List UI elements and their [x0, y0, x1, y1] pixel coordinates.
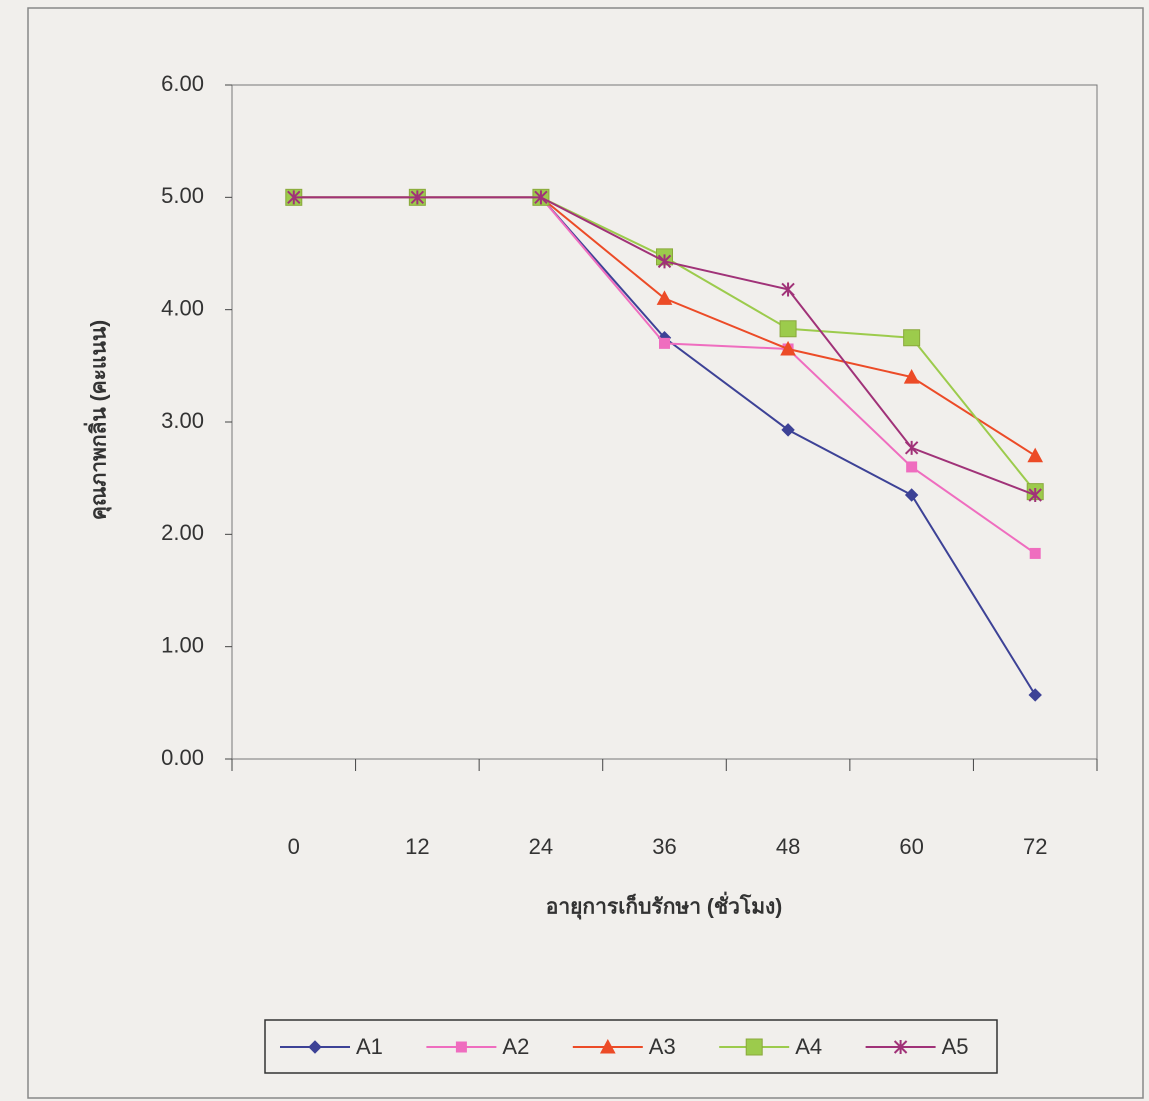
x-axis-label: อายุการเก็บรักษา (ชั่วโมง): [546, 891, 783, 921]
y-tick-label: 1.00: [161, 632, 204, 657]
y-tick-label: 6.00: [161, 71, 204, 96]
legend-label: A4: [795, 1034, 822, 1059]
legend-label: A3: [649, 1034, 676, 1059]
chart: คุณภาพกลิ่น (คะแนน) อายุการเก็บรักษา (ชั…: [0, 0, 1149, 1101]
y-tick-label: 0.00: [161, 745, 204, 770]
x-tick-label: 24: [529, 834, 553, 859]
x-tick-label: 36: [652, 834, 676, 859]
legend-label: A5: [942, 1034, 969, 1059]
legend-label: A2: [502, 1034, 529, 1059]
data-point: [907, 462, 917, 472]
y-axis-label: คุณภาพกลิ่น (คะแนน): [83, 320, 113, 520]
legend-marker: [456, 1042, 466, 1052]
x-tick-label: 48: [776, 834, 800, 859]
y-tick-label: 2.00: [161, 520, 204, 545]
legend-label: A1: [356, 1034, 383, 1059]
background: [0, 0, 1149, 1101]
data-point: [660, 338, 670, 348]
y-tick-label: 3.00: [161, 408, 204, 433]
y-tick-label: 4.00: [161, 295, 204, 320]
y-tick-label: 5.00: [161, 183, 204, 208]
data-point: [1030, 548, 1040, 558]
data-point: [780, 321, 796, 337]
data-point: [904, 330, 920, 346]
x-tick-label: 12: [405, 834, 429, 859]
x-tick-label: 0: [288, 834, 300, 859]
legend-marker: [746, 1039, 762, 1055]
x-tick-label: 60: [899, 834, 923, 859]
x-tick-label: 72: [1023, 834, 1047, 859]
